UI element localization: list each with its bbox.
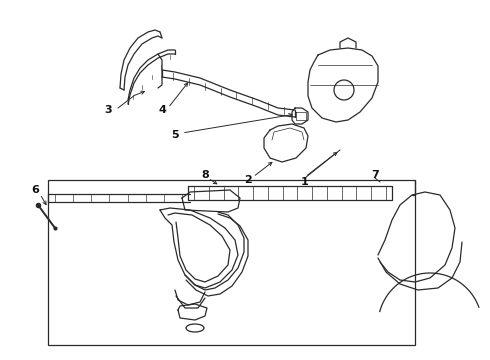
- Text: 6: 6: [31, 185, 39, 195]
- Text: 2: 2: [244, 175, 252, 185]
- Text: 1: 1: [301, 177, 309, 187]
- Text: 3: 3: [104, 105, 112, 115]
- Text: 4: 4: [158, 105, 166, 115]
- Text: 5: 5: [171, 130, 179, 140]
- Bar: [48, 180, 415, 345]
- Text: 8: 8: [201, 170, 209, 180]
- Text: 7: 7: [371, 170, 379, 180]
